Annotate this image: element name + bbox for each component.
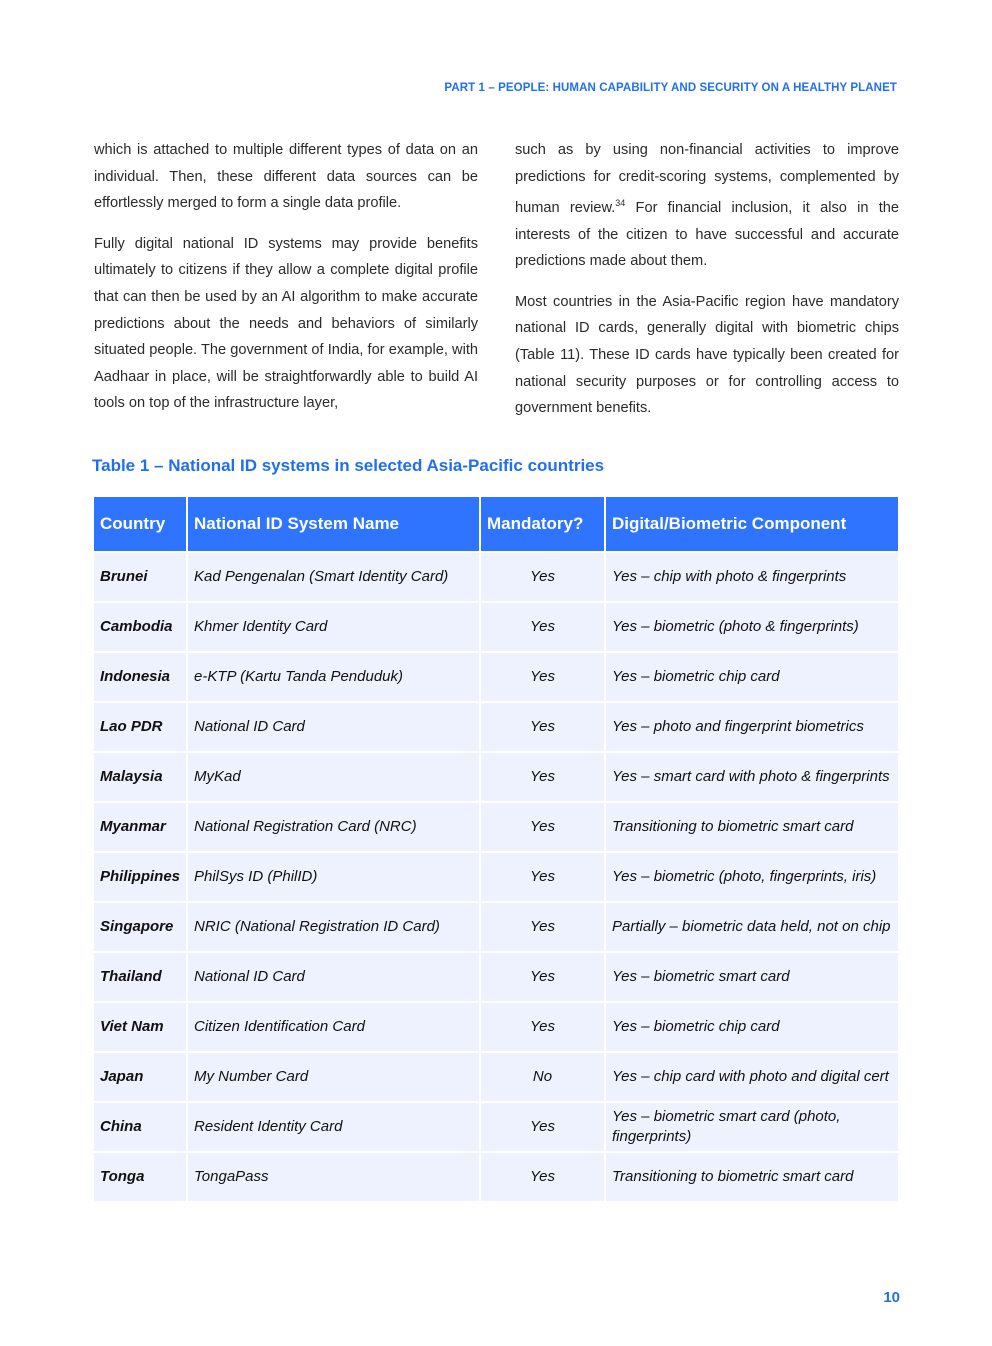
cell-country: Viet Nam (94, 1001, 188, 1053)
cell-name: e-KTP (Kartu Tanda Penduduk) (186, 651, 481, 703)
cell-comp: Yes – chip with photo & fingerprints (604, 551, 898, 603)
cell-country: Brunei (94, 551, 188, 603)
cell-mand: Yes (479, 701, 606, 753)
cell-comp: Yes – biometric smart card (604, 951, 898, 1003)
table-row: Thailand National ID Card Yes Yes – biometr… (94, 951, 898, 1003)
cell-mand: Yes (479, 551, 606, 603)
table-row: Lao PDR National ID Card Yes Yes – photo an… (94, 701, 898, 753)
cell-name: PhilSys ID (PhilID) (186, 851, 481, 903)
cell-comp: Yes – biometric (photo & fingerprints) (604, 601, 898, 653)
cell-comp: Yes – smart card with photo & fingerprin… (604, 751, 898, 803)
table-row: China Resident Identity Card Yes Yes – biom… (94, 1101, 898, 1153)
cell-mand: Yes (479, 951, 606, 1003)
cell-mand: Yes (479, 1151, 606, 1203)
column-header: Digital/Biometric Component (604, 497, 898, 553)
table-row: Myanmar National Registration Card (NRC) Y… (94, 801, 898, 853)
page-number: 10 (883, 1289, 900, 1306)
cell-country: China (94, 1101, 188, 1153)
paragraph: Fully digital national ID systems may pr… (94, 235, 478, 412)
running-header: PART 1 – PEOPLE: HUMAN CAPABILITY AND SE… (444, 82, 897, 94)
table-row: Viet Nam Citizen Identification Card Yes Ye… (94, 1001, 898, 1053)
paragraph: such as by using non-financial activitie… (515, 137, 899, 275)
column-header: Country (94, 497, 188, 553)
cell-comp: Yes – biometric smart card (photo, finge… (604, 1101, 898, 1153)
cell-mand: Yes (479, 901, 606, 953)
table-header-row: Country National ID System Name Mandatory?… (94, 497, 898, 553)
cell-country: Singapore (94, 901, 188, 953)
cell-name: Khmer Identity Card (186, 601, 481, 653)
cell-mand: Yes (479, 1101, 606, 1153)
cell-name: NRIC (National Registration ID Card) (186, 901, 481, 953)
text: such as by using non-financial activitie… (515, 142, 899, 217)
cell-country: Cambodia (94, 601, 188, 653)
right-column: such as by using non-financial activitie… (515, 137, 899, 436)
cell-mand: No (479, 1051, 606, 1103)
cell-comp: Partially – biometric data held, not on … (604, 901, 898, 953)
cell-name: Resident Identity Card (186, 1101, 481, 1153)
national-id-table: Country National ID System Name Mandatory?… (94, 497, 898, 1203)
cell-comp: Yes – biometric (photo, fingerprints, ir… (604, 851, 898, 903)
cell-mand: Yes (479, 751, 606, 803)
column-header: National ID System Name (186, 497, 481, 553)
table-row: Brunei Kad Pengenalan (Smart Identity Car… (94, 551, 898, 603)
cell-comp: Transitioning to biometric smart card (604, 1151, 898, 1203)
cell-country: Indonesia (94, 651, 188, 703)
table-row: Singapore NRIC (National Registration ID … (94, 901, 898, 953)
cell-country: Lao PDR (94, 701, 188, 753)
text: For financial inclusion, it also in the … (515, 200, 899, 270)
cell-country: Thailand (94, 951, 188, 1003)
cell-country: Malaysia (94, 751, 188, 803)
cell-name: National Registration Card (NRC) (186, 801, 481, 853)
cell-country: Japan (94, 1051, 188, 1103)
cell-comp: Yes – biometric chip card (604, 1001, 898, 1053)
cell-country: Tonga (94, 1151, 188, 1203)
cell-comp: Transitioning to biometric smart card (604, 801, 898, 853)
cell-mand: Yes (479, 801, 606, 853)
table-row: Tonga TongaPass Yes Transitioning to biomet… (94, 1151, 898, 1203)
table-row: Cambodia Khmer Identity Card Yes Yes – biom… (94, 601, 898, 653)
table-row: Malaysia MyKad Yes Yes – smart card with ph… (94, 751, 898, 803)
cell-name: MyKad (186, 751, 481, 803)
cell-name: National ID Card (186, 701, 481, 753)
cell-comp: Yes – biometric chip card (604, 651, 898, 703)
left-column: which is attached to multiple different … (94, 137, 478, 431)
cell-mand: Yes (479, 1001, 606, 1053)
cell-name: Citizen Identification Card (186, 1001, 481, 1053)
cell-name: National ID Card (186, 951, 481, 1003)
cell-comp: Yes – chip card with photo and digital c… (604, 1051, 898, 1103)
cell-mand: Yes (479, 601, 606, 653)
table-row: Indonesia e-KTP (Kartu Tanda Penduduk) Yes… (94, 651, 898, 703)
paragraph: Most countries in the Asia-Pacific regio… (515, 293, 899, 417)
cell-comp: Yes – photo and fingerprint biometrics (604, 701, 898, 753)
cell-country: Philippines (94, 851, 188, 903)
cell-mand: Yes (479, 651, 606, 703)
cell-name: Kad Pengenalan (Smart Identity Card) (186, 551, 481, 603)
column-header: Mandatory? (479, 497, 606, 553)
table-title: Table 1 – National ID systems in selecte… (92, 456, 605, 475)
footnote-ref[interactable]: 34 (615, 198, 626, 209)
table-row: Philippines PhilSys ID (PhilID) Yes Yes – b… (94, 851, 898, 903)
paragraph: which is attached to multiple different … (94, 142, 478, 212)
cell-country: Myanmar (94, 801, 188, 853)
cell-mand: Yes (479, 851, 606, 903)
cell-name: TongaPass (186, 1151, 481, 1203)
table-row: Japan My Number Card No Yes – chip card wit… (94, 1051, 898, 1103)
cell-name: My Number Card (186, 1051, 481, 1103)
